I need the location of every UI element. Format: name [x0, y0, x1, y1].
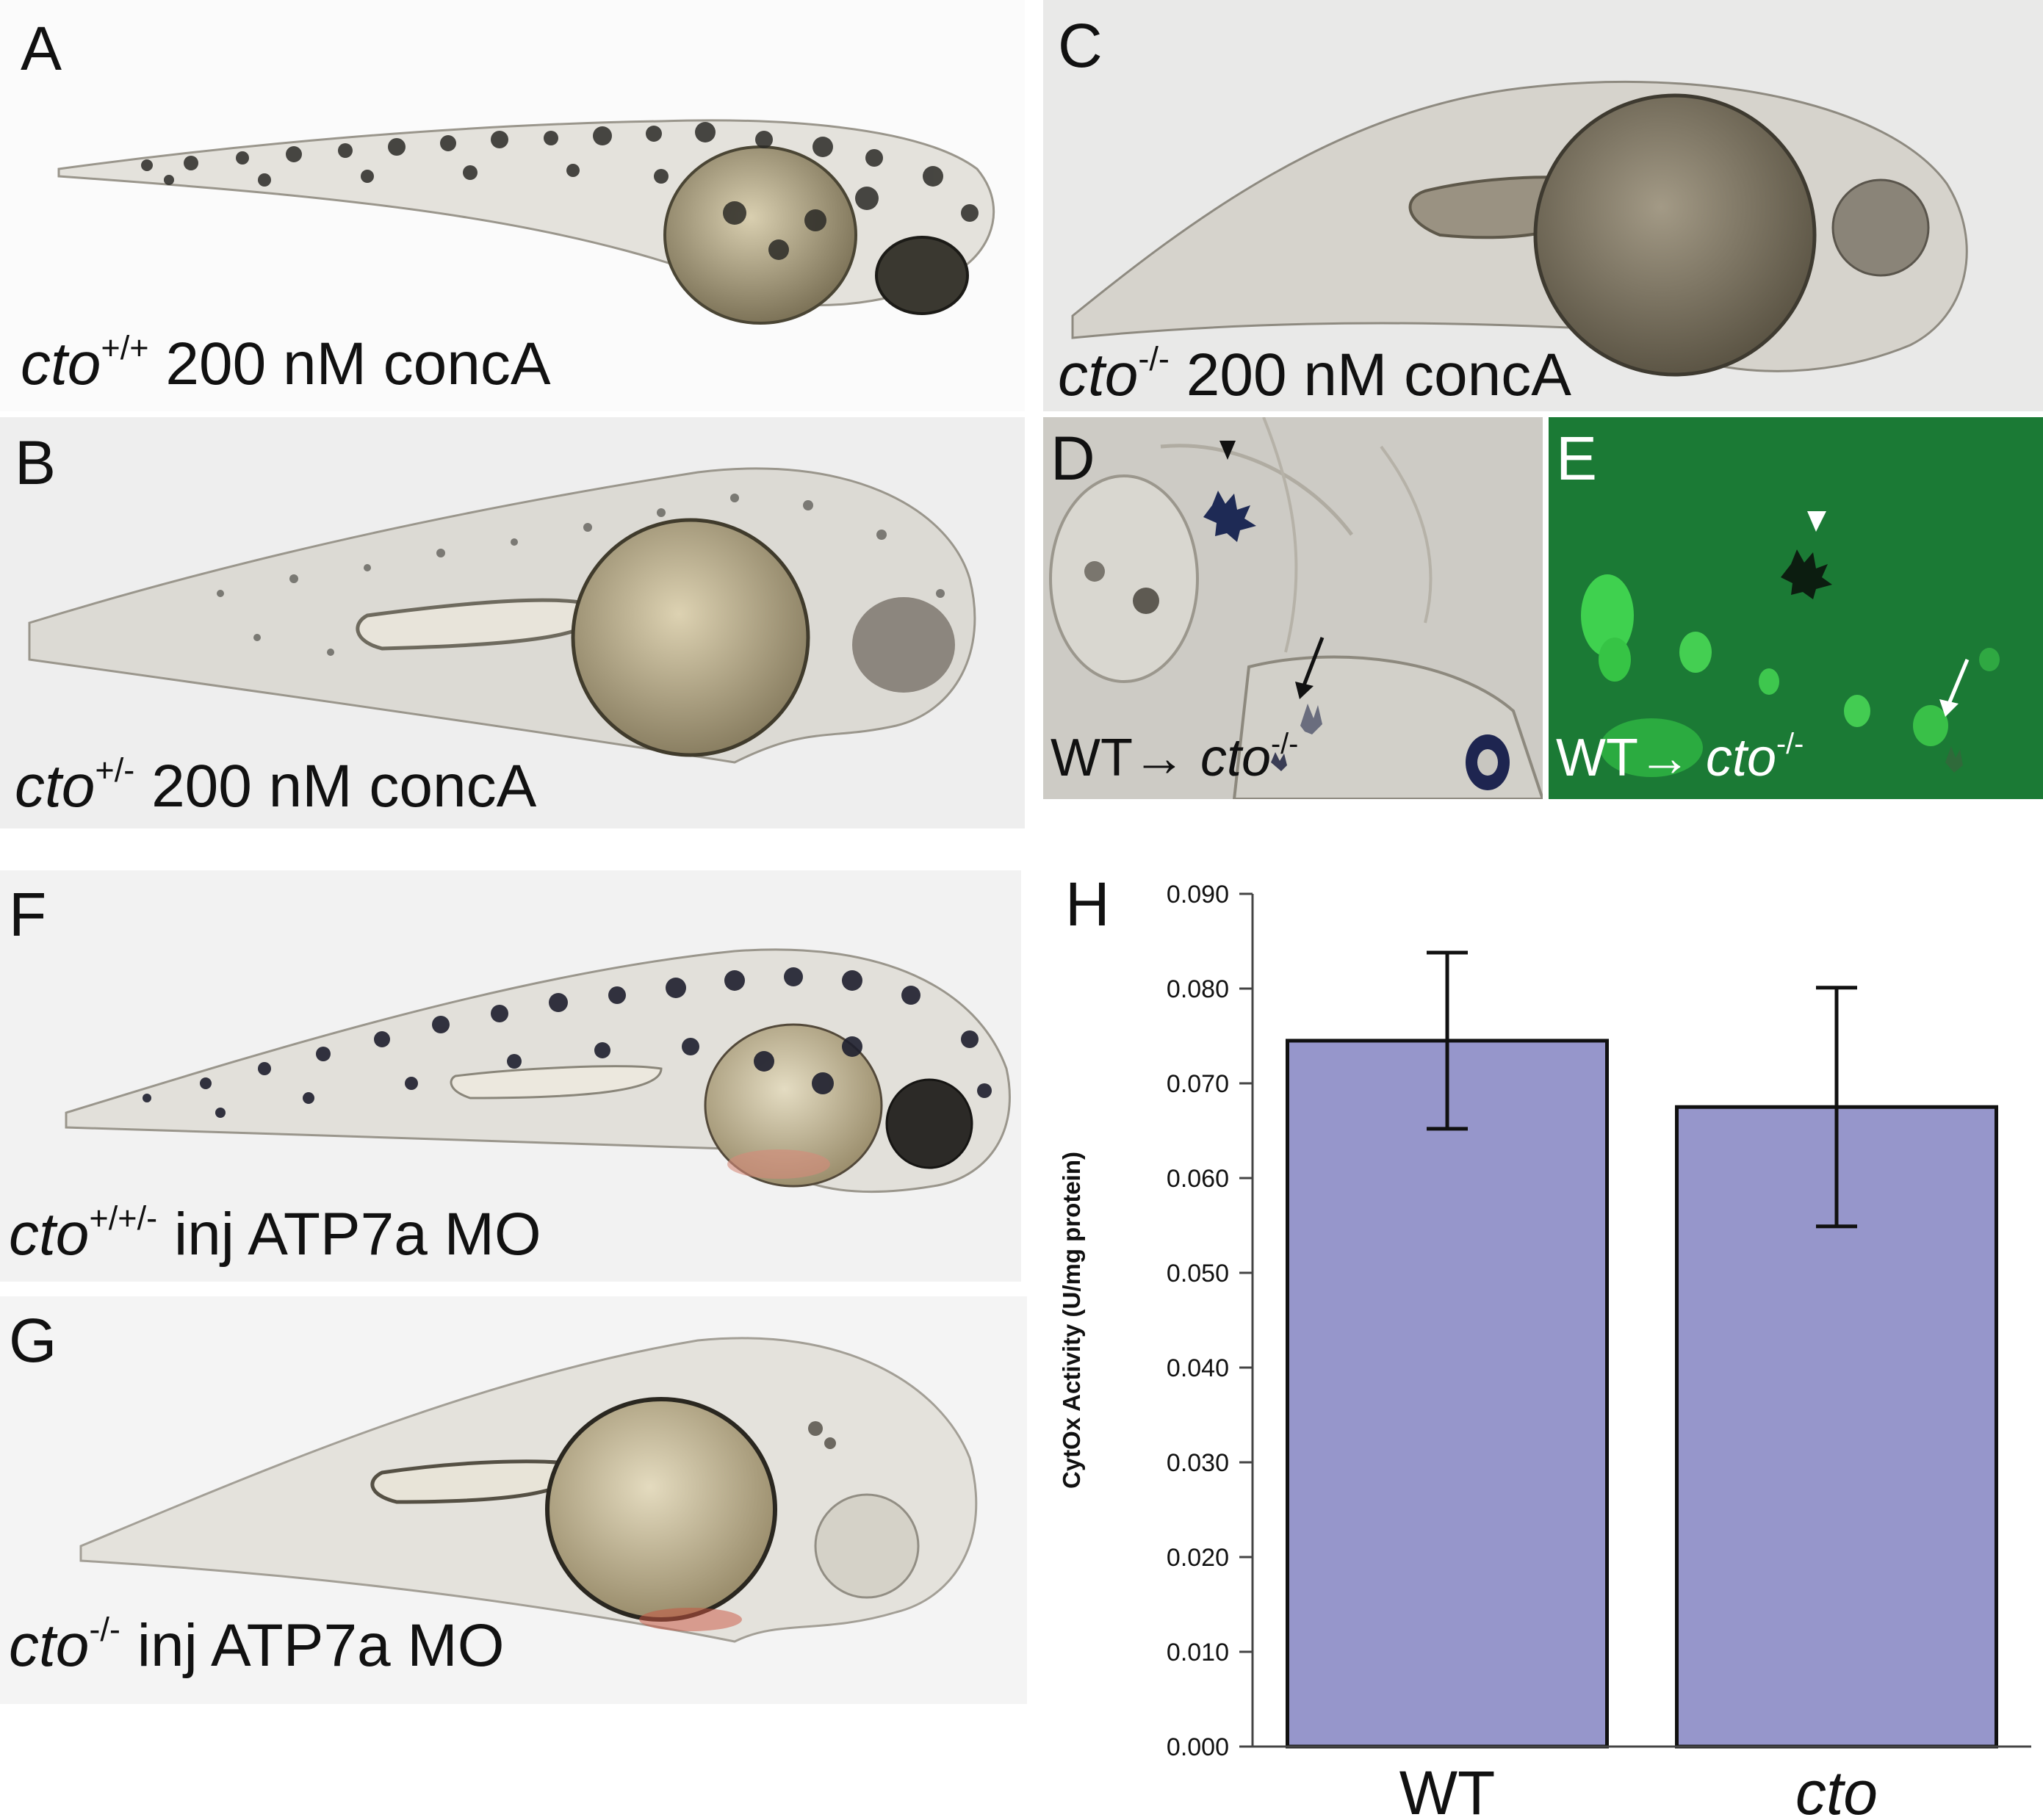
panel-h-chart: H 0.0000.0100.0200.0300.0400.0500.0600.0…: [1058, 870, 2031, 1820]
embryo-image-g: [79, 1337, 978, 1643]
panel-a: A cto+/+ 200 nM concA: [0, 0, 1025, 411]
panel-letter-d: D: [1051, 424, 1095, 493]
panel-letter-g: G: [9, 1306, 57, 1375]
genotype-superscript: -/-: [1138, 340, 1170, 378]
caption-c: cto-/- 200 nM concA: [1058, 342, 1571, 408]
panel-f: F cto+/+/- inj ATP7a MO: [0, 870, 1021, 1282]
y-tick-label: 0.060: [1167, 1165, 1229, 1193]
bar-wt: [1286, 1039, 1609, 1749]
panel-letter-b: B: [15, 428, 57, 497]
panel-d: D WT→ cto-/-: [1043, 417, 1543, 799]
genotype-label: cto: [1200, 729, 1271, 787]
embryo-image-a: [57, 119, 995, 325]
caption-g: cto-/- inj ATP7a MO: [9, 1613, 505, 1676]
y-axis-label: CytOx Activity (U/mg protein): [1058, 1152, 1085, 1489]
panel-c: C cto-/- 200 nM concA: [1043, 0, 2043, 411]
genotype-label: cto: [9, 1201, 90, 1268]
panel-letter-c: C: [1058, 11, 1103, 80]
caption-b: cto+/- 200 nM concA: [15, 753, 537, 820]
treatment-label: inj ATP7a MO: [173, 1201, 541, 1268]
genotype-superscript: +/-: [95, 751, 135, 790]
donor-label: WT: [1556, 729, 1638, 787]
embryo-image-f: [65, 948, 1011, 1194]
error-bar-wt: [1427, 950, 1468, 1131]
genotype-superscript: +/+: [101, 329, 149, 367]
panel-letter-a: A: [21, 14, 62, 83]
genotype-label: cto: [15, 753, 96, 820]
y-tick-label: 0.050: [1167, 1260, 1229, 1288]
x-axis-labels: WT cto: [1399, 1758, 1878, 1820]
embryo-image-c: [1071, 80, 1968, 377]
caption-f: cto+/+/- inj ATP7a MO: [9, 1202, 541, 1265]
x-tick-label: WT: [1399, 1758, 1496, 1820]
embryo-image-d: [1049, 417, 1543, 799]
y-tick-label: 0.030: [1167, 1449, 1229, 1477]
caption-e: WT→ cto-/-: [1556, 729, 1804, 787]
y-tick-label: 0.080: [1167, 975, 1229, 1003]
treatment-label: 200 nM concA: [165, 331, 551, 397]
caption-a: cto+/+ 200 nM concA: [21, 331, 551, 397]
panel-letter-e: E: [1556, 424, 1598, 493]
donor-label: WT: [1051, 729, 1133, 787]
embryo-image-b: [28, 467, 976, 764]
y-tick-label: 0.020: [1167, 1544, 1229, 1572]
x-tick-label: cto: [1795, 1758, 1878, 1820]
panel-letter-f: F: [9, 880, 47, 949]
y-axis-ticks: 0.000 0.010 0.020 0.030 0.040 0.050 0.060 0.070…: [1167, 881, 1253, 1761]
treatment-label: 200 nM concA: [1186, 342, 1571, 408]
genotype-superscript: -/-: [1271, 728, 1299, 761]
panel-b: B cto+/- 200 nM concA: [0, 417, 1025, 828]
y-tick-label: 0.000: [1167, 1733, 1229, 1761]
panel-letter-h: H: [1065, 870, 1110, 939]
y-tick-label: 0.070: [1167, 1070, 1229, 1098]
genotype-label: cto: [1705, 729, 1776, 787]
transplant-arrow: →: [1132, 729, 1186, 787]
y-tick-label: 0.010: [1167, 1639, 1229, 1666]
genotype-superscript: -/-: [89, 1611, 120, 1649]
treatment-label: 200 nM concA: [151, 753, 537, 820]
fluorescence-image-e: [1549, 417, 2043, 799]
panel-e: E WT→ cto-/-: [1549, 417, 2043, 799]
error-bar-cto: [1816, 986, 1857, 1229]
y-tick-label: 0.040: [1167, 1354, 1229, 1382]
genotype-label: cto: [1058, 342, 1139, 408]
transplant-arrow: →: [1637, 729, 1691, 787]
genotype-label: cto: [21, 331, 101, 397]
caption-d: WT→ cto-/-: [1051, 729, 1298, 787]
panel-g: G cto-/- inj ATP7a MO: [0, 1296, 1027, 1704]
treatment-label: inj ATP7a MO: [137, 1612, 505, 1679]
y-tick-label: 0.090: [1167, 881, 1229, 909]
genotype-superscript: +/+/-: [89, 1199, 158, 1238]
genotype-label: cto: [9, 1612, 90, 1679]
bars: [1286, 950, 1998, 1749]
genotype-superscript: -/-: [1776, 728, 1804, 761]
